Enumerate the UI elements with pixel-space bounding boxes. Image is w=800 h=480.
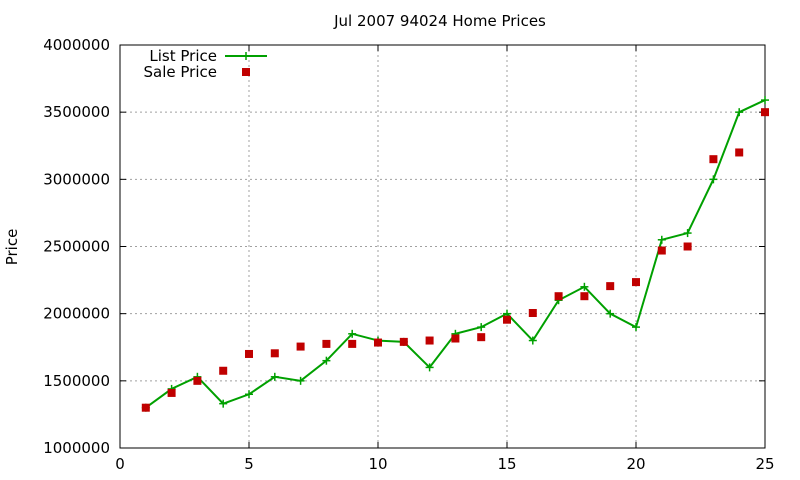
grid [120,45,765,448]
list-price-point [219,399,228,408]
sale-price-point [503,315,511,324]
sale-price-point [219,366,228,375]
sale-price-point [761,108,769,117]
sale-price-point [322,339,331,348]
sale-price-point [709,155,718,164]
series [141,96,769,412]
axis-ticks: 0 5 10 15 20 25 1000000 1500000 2000000 2500000 30… [43,36,774,473]
x-tick-label: 5 [244,455,254,473]
list-price-point [606,309,615,318]
sale-price-point [606,282,615,291]
list-price-point [296,376,305,385]
y-tick-label: 3000000 [43,170,110,188]
sale-price-point [451,334,460,343]
legend-label: List Price [149,47,217,65]
x-tick-label: 15 [497,455,516,473]
list-price-point [528,336,537,345]
series-list-price [141,96,769,412]
sale-price-point [735,148,744,157]
legend-marker [242,52,250,60]
y-tick-label: 4000000 [43,36,110,54]
y-axis-label: Price [3,229,21,266]
list-price-point [348,329,357,338]
list-price-point [632,323,640,332]
list-price-point [735,108,744,117]
series-sale-price [141,108,769,412]
sale-price-point [477,333,486,342]
x-tick-label: 20 [626,455,645,473]
y-tick-label: 1000000 [43,439,110,457]
list-price-point [709,175,718,184]
list-price-point [657,235,666,244]
list-price-point [761,96,769,105]
sale-price-point [296,342,305,351]
list-price-point [425,363,434,372]
sale-price-point [270,349,279,358]
list-price-point [270,372,279,381]
sale-price-point [554,292,563,301]
legend-item-sale-price: Sale Price [144,63,250,81]
y-tick-label: 2500000 [43,238,110,256]
sale-price-point [374,338,382,347]
x-tick-label: 25 [755,455,774,473]
sale-price-point [193,376,202,385]
list-price-point [683,229,692,238]
sale-price-point [141,403,150,412]
sale-price-point [528,308,537,317]
sale-price-point [425,336,434,345]
y-tick-label: 2000000 [43,305,110,323]
sale-price-point [399,337,408,346]
list-price-point [477,323,486,332]
plot-frame [119,44,766,449]
legend-item-list-price: List Price [149,47,267,65]
sale-price-point [348,339,357,348]
list-price-point [580,282,589,291]
y-tick-label: 3500000 [43,103,110,121]
legend-label: Sale Price [144,63,217,81]
sale-price-point [632,278,640,287]
sale-price-point [657,246,666,255]
x-tick-label: 10 [368,455,387,473]
chart-title: Jul 2007 94024 Home Prices [333,12,546,30]
y-tick-label: 1500000 [43,372,110,390]
sale-price-point [245,349,253,358]
sale-price-point [683,242,692,251]
sale-price-point [580,292,589,301]
legend-marker [242,68,250,76]
sale-price-point [167,388,176,397]
x-tick-label: 0 [115,455,125,473]
list-price-point [322,356,331,365]
list-price-line [145,99,766,409]
list-price-point [245,390,253,399]
